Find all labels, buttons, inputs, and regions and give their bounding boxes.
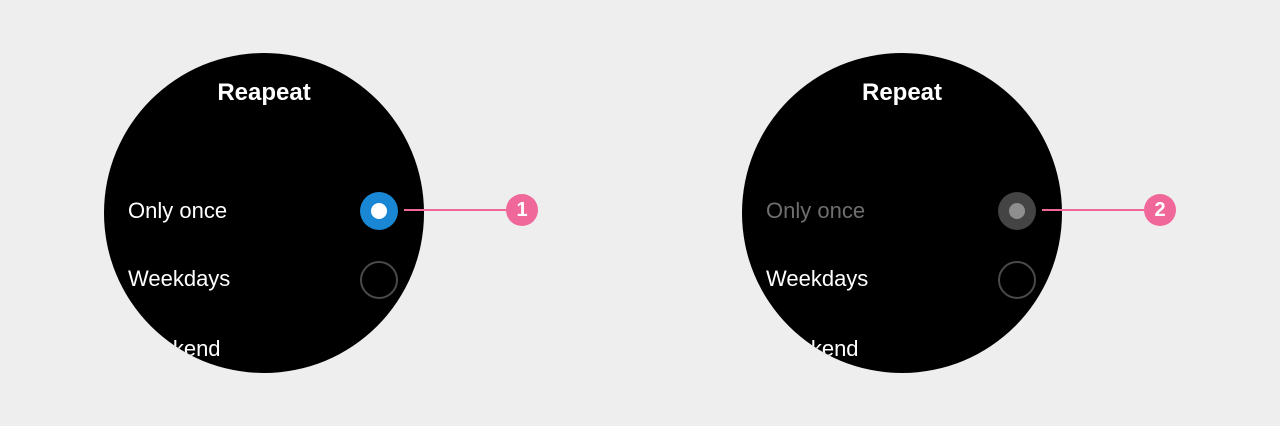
- radio-unselected-icon[interactable]: [998, 261, 1036, 299]
- radio-unselected-icon[interactable]: [360, 261, 398, 299]
- page-title: Reapeat: [217, 79, 311, 106]
- callout-line: [1042, 209, 1144, 211]
- watch-screen-selected: Reapeat Only once Weekdays Weekend: [104, 53, 424, 373]
- callout-badge: 2: [1144, 194, 1176, 226]
- option-label-weekend[interactable]: Weekend: [766, 336, 859, 361]
- option-label-weekdays[interactable]: Weekdays: [128, 266, 231, 291]
- radio-selected-icon[interactable]: [360, 192, 398, 230]
- radio-pressed-icon[interactable]: [998, 192, 1036, 230]
- option-label-weekdays[interactable]: Weekdays: [766, 266, 869, 291]
- watch-screen-pressed: Repeat Only once Weekdays Weekend: [742, 53, 1062, 373]
- page-title: Repeat: [861, 79, 943, 106]
- option-label-only-once[interactable]: Only once: [128, 198, 228, 223]
- callout-line: [404, 209, 506, 211]
- option-label-only-once[interactable]: Only once: [766, 198, 866, 223]
- option-label-weekend[interactable]: Weekend: [128, 336, 221, 361]
- callout-badge: 1: [506, 194, 538, 226]
